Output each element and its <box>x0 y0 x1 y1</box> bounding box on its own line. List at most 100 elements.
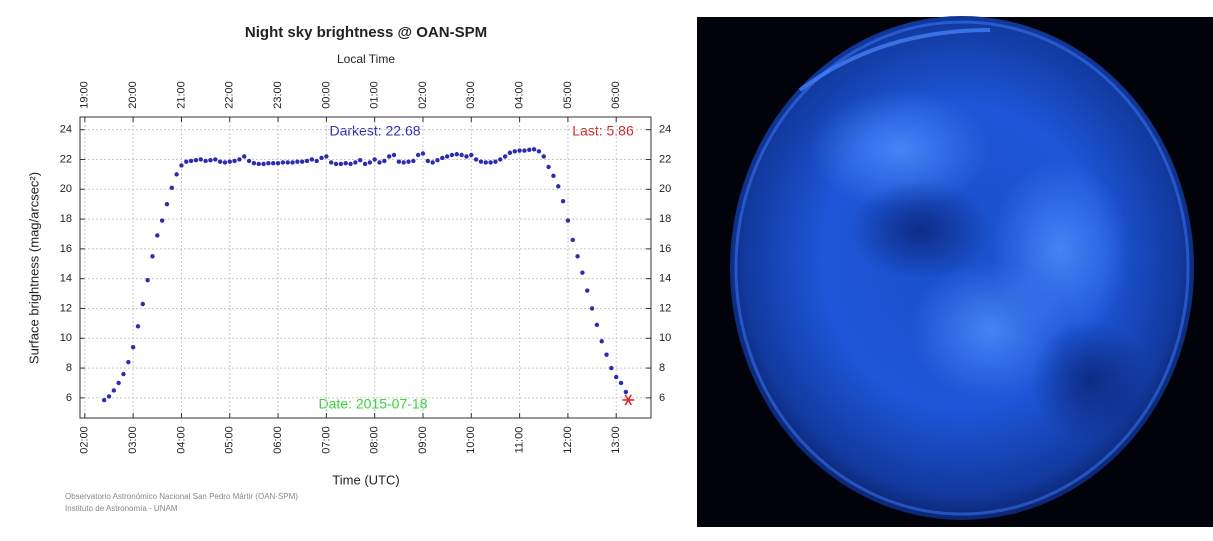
data-point <box>319 155 324 161</box>
data-point <box>502 154 508 159</box>
data-point <box>382 158 387 164</box>
data-point <box>425 158 431 164</box>
data-point <box>440 155 445 161</box>
glow <box>810 90 990 210</box>
data-point <box>396 159 402 164</box>
x2-tick-label: 19:00 <box>79 81 91 109</box>
data-point <box>116 380 121 386</box>
data-point <box>580 270 585 275</box>
data-point <box>507 150 513 155</box>
x2-tick-label: 02:00 <box>417 81 429 109</box>
x2-tick-label: 23:00 <box>272 81 284 109</box>
data-point <box>159 218 165 223</box>
y-tick-label: 18 <box>60 213 72 225</box>
data-point <box>386 154 392 159</box>
data-point <box>145 277 150 283</box>
y2-tick-label: 6 <box>659 392 665 404</box>
data-point <box>353 160 358 165</box>
data-point <box>609 365 614 371</box>
x-tick-label: 10:00 <box>465 426 477 454</box>
data-point <box>290 160 295 165</box>
data-point <box>227 159 232 164</box>
data-point <box>198 157 203 162</box>
data-point <box>280 160 286 165</box>
x2-tick-label: 01:00 <box>369 81 381 109</box>
y2-tick-label: 24 <box>659 124 671 136</box>
data-point <box>546 164 551 170</box>
data-point <box>570 237 575 243</box>
x-tick-label: 08:00 <box>369 426 381 454</box>
data-point <box>565 218 571 223</box>
data-point <box>338 161 344 167</box>
y-tick-label: 22 <box>60 153 72 165</box>
data-point <box>585 288 590 293</box>
data-point <box>435 158 440 163</box>
y-tick-label: 8 <box>66 362 72 374</box>
x-tick-label: 02:00 <box>79 426 91 454</box>
data-point <box>343 160 348 166</box>
dark-patch <box>1030 320 1150 440</box>
data-point <box>295 159 300 164</box>
data-point <box>111 388 117 393</box>
data-point <box>333 161 339 167</box>
y2-tick-label: 18 <box>659 213 671 225</box>
data-point <box>522 148 527 153</box>
glow <box>990 160 1130 340</box>
data-point <box>430 160 435 165</box>
y2-tick-label: 14 <box>659 273 671 285</box>
data-point <box>411 158 416 164</box>
data-point <box>179 163 184 168</box>
data-point <box>121 371 126 377</box>
data-point <box>560 198 566 204</box>
x2-tick-label: 00:00 <box>320 81 332 109</box>
data-point <box>541 154 546 159</box>
data-point <box>406 159 411 164</box>
y-tick-label: 6 <box>66 392 72 404</box>
data-point <box>126 359 131 365</box>
x2-axis-title: Local Time <box>337 52 395 66</box>
data-point <box>604 352 609 357</box>
data-point <box>266 160 271 166</box>
x2-tick-label: 22:00 <box>224 81 236 109</box>
x-tick-label: 05:00 <box>224 426 236 454</box>
arc <box>798 28 991 92</box>
data-point <box>401 160 406 165</box>
x-tick-label: 11:00 <box>514 427 526 454</box>
x2-tick-label: 06:00 <box>610 81 622 109</box>
data-point <box>261 161 266 167</box>
y2-tick-label: 10 <box>659 332 671 344</box>
data-point <box>324 154 329 159</box>
data-point <box>106 394 112 399</box>
data-point <box>618 380 624 386</box>
data-point <box>459 152 464 158</box>
data-point <box>594 322 600 328</box>
data-point <box>304 158 310 164</box>
data-point <box>309 157 315 162</box>
x-tick-label: 13:00 <box>610 426 622 454</box>
data-point <box>285 160 290 165</box>
last-marker-stroke <box>624 394 632 406</box>
data-point <box>444 154 450 159</box>
data-point <box>314 158 319 164</box>
data-point <box>367 160 373 165</box>
all-sky-image <box>697 16 1213 527</box>
data-point <box>188 158 194 164</box>
y2-tick-label: 16 <box>659 243 671 255</box>
data-point <box>517 148 522 153</box>
data-point <box>130 345 136 350</box>
data-point <box>589 306 595 311</box>
data-point <box>357 158 363 163</box>
data-point <box>140 301 146 307</box>
data-point <box>556 184 561 189</box>
y2-tick-label: 12 <box>659 302 671 314</box>
data-point <box>498 157 503 162</box>
footer: Instituto de Astronomía - UNAM <box>65 504 178 513</box>
x-tick-label: 03:00 <box>127 426 139 454</box>
data-point <box>150 254 155 259</box>
y-tick-label: 20 <box>60 183 72 195</box>
data-point <box>488 160 493 165</box>
data-point <box>614 374 619 380</box>
data-point <box>391 152 397 158</box>
x2-tick-label: 21:00 <box>175 81 187 109</box>
